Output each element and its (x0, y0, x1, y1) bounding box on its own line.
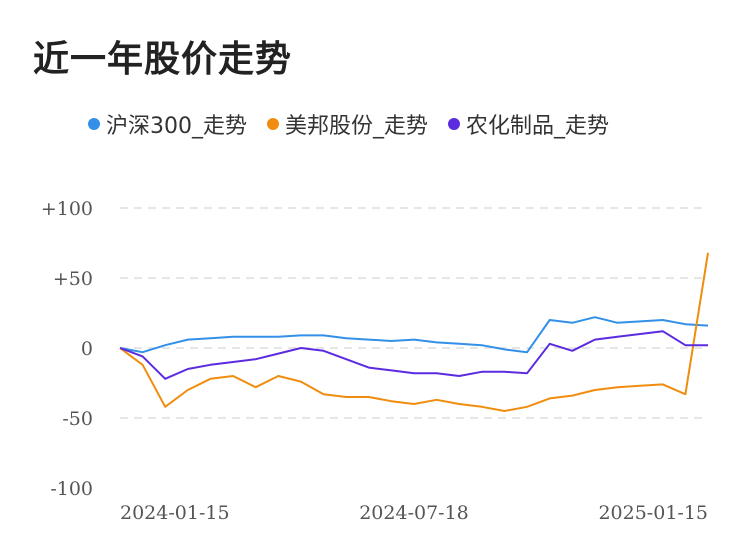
legend: 沪深300_走势 美邦股份_走势 农化制品_走势 (88, 108, 629, 140)
legend-dot-nonghua (448, 118, 461, 130)
legend-item-meibang[interactable]: 美邦股份_走势 (267, 108, 428, 140)
series-line-0 (119, 316, 709, 354)
y-tick-label: +50 (53, 268, 93, 290)
legend-label-hs300: 沪深300_走势 (106, 114, 247, 139)
x-tick-labels: 2024-01-15 2024-07-18 2025-01-15 (120, 502, 708, 524)
legend-item-hs300[interactable]: 沪深300_走势 (88, 108, 247, 140)
y-tick-label: -100 (50, 478, 93, 500)
y-tick-labels: +100 +50 0 -50 -100 (41, 198, 93, 500)
y-tick-label: +100 (41, 198, 93, 220)
legend-dot-meibang (267, 118, 279, 130)
legend-item-nonghua[interactable]: 农化制品_走势 (448, 108, 609, 140)
x-tick-label: 2024-07-18 (359, 502, 469, 524)
chart-title: 近一年股价走势 (33, 39, 293, 80)
x-tick-label: 2025-01-15 (598, 502, 708, 524)
grid-layer (120, 207, 708, 419)
x-tick-label: 2024-01-15 (120, 502, 230, 524)
series-lines (119, 252, 709, 412)
y-tick-label: -50 (62, 408, 93, 430)
legend-dot-hs300 (88, 118, 100, 130)
legend-label-meibang: 美邦股份_走势 (285, 114, 429, 139)
y-tick-label: 0 (81, 338, 93, 360)
series-line-1 (119, 252, 709, 412)
series-line-2 (119, 330, 708, 380)
legend-label-nonghua: 农化制品_走势 (466, 114, 610, 139)
